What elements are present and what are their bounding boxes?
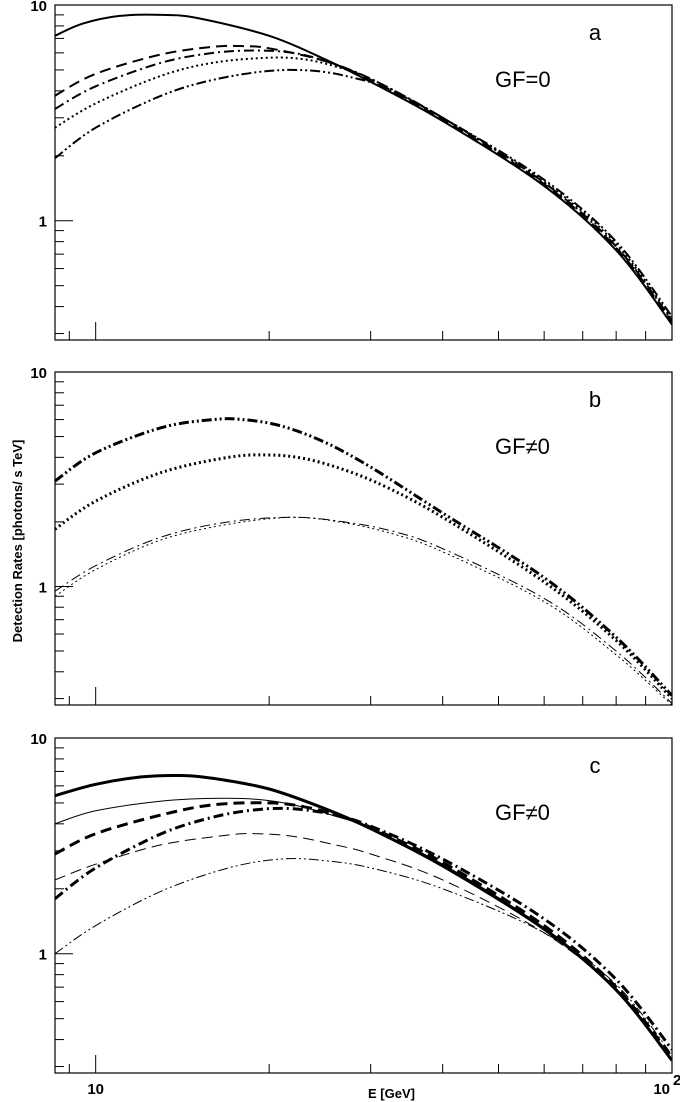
series-line-b-1 xyxy=(55,417,672,697)
series-line-c-2 xyxy=(55,797,672,1060)
x-tick-label-c: 10 xyxy=(87,1081,104,1098)
panel-label-b: b xyxy=(589,387,601,412)
y-tick-label-a: 1 xyxy=(39,214,47,231)
panel-annotation-c: GF≠0 xyxy=(495,800,550,825)
series-line-c-6 xyxy=(55,858,672,1056)
series-line-c-4 xyxy=(55,806,672,1051)
y-tick-label-a: 10 xyxy=(30,0,47,15)
series-line-b-4 xyxy=(55,516,672,705)
x-tick-label-c: 10 xyxy=(653,1081,670,1098)
plot-frame-b xyxy=(54,371,673,706)
series-line-a-1 xyxy=(55,13,672,326)
y-tick-label-b: 10 xyxy=(30,365,47,382)
x-axis-title: E [GeV] xyxy=(368,1086,415,1101)
y-axis-title: Detection Rates [photons/ s TeV] xyxy=(10,440,25,643)
series-line-b-3 xyxy=(55,516,672,704)
y-tick-label-c: 10 xyxy=(30,731,47,748)
plot-frame-a xyxy=(54,4,673,341)
series-line-a-3 xyxy=(55,49,672,322)
y-tick-label-b: 1 xyxy=(39,579,47,596)
series-line-b-2 xyxy=(55,453,672,700)
panel-label-a: a xyxy=(589,20,602,45)
series-line-c-1 xyxy=(55,773,672,1062)
y-tick-label-c: 1 xyxy=(39,947,47,964)
panel-label-c: c xyxy=(590,753,601,778)
panel-annotation-b: GF≠0 xyxy=(495,434,550,459)
series-line-a-5 xyxy=(55,68,672,318)
series-line-c-5 xyxy=(55,833,672,1060)
series-line-a-2 xyxy=(55,44,672,323)
series-line-a-4 xyxy=(55,56,672,320)
panel-annotation-a: GF=0 xyxy=(495,67,551,92)
x-tick-label-exponent-c: 2 xyxy=(673,1072,680,1089)
plot-frame-c xyxy=(54,737,673,1074)
